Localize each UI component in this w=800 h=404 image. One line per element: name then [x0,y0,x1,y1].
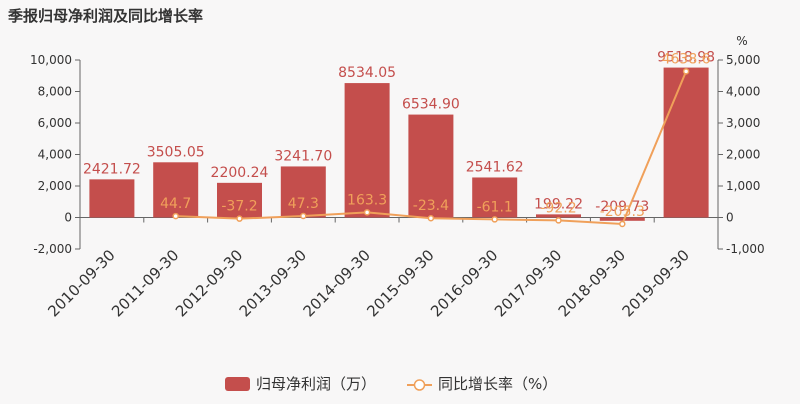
bar [280,166,326,218]
line-data-label: 47.3 [288,196,319,212]
x-axis-tick-label: 2015-09-30 [363,246,437,320]
right-axis-tick-label: 3,000 [726,116,760,130]
growth-point [300,212,307,220]
growth-point [682,68,690,75]
x-axis-tick-label: 2017-09-30 [491,246,565,320]
bar-data-label: 199.22 [534,196,583,212]
bar [408,114,454,218]
bar [472,177,518,218]
x-axis-tick-label: 2013-09-30 [236,246,310,320]
growth-point [363,209,371,216]
bar [153,162,199,218]
left-axis-tick-label: 4,000 [38,148,72,162]
bar-data-label: 9518.98 [657,50,715,66]
line-data-label: 44.7 [160,196,191,212]
right-axis-tick-label: 0 [726,211,734,225]
legend-line-marker [413,379,426,391]
bar [344,83,390,218]
right-axis-tick-label: 4,000 [726,85,760,99]
line-data-label: -92.2 [540,200,576,216]
right-axis-tick-label: 1,000 [726,179,760,193]
bar [599,217,645,221]
bar-data-label: 3505.05 [147,144,205,160]
left-axis-tick-label: 0 [64,211,72,225]
line-data-label: -23.4 [413,198,449,214]
x-axis-tick-label: 2018-09-30 [555,246,629,320]
bar-data-label: 8534.05 [338,65,396,81]
legend-line-label: 同比增长率（%） [438,375,557,393]
growth-point [427,214,435,222]
x-axis-tick-label: 2011-09-30 [108,246,182,320]
right-axis-unit: % [736,34,747,48]
bar [217,182,262,218]
bar-data-label: 3241.70 [274,148,332,164]
bar-data-label: 2200.24 [211,165,269,181]
bar [663,67,709,218]
bar-data-label: -209.73 [595,199,649,215]
line-data-label: 163.3 [347,192,387,208]
legend-bar-swatch [225,377,250,391]
line-data-label: -205.3 [600,204,645,220]
left-axis-tick-label: 2,000 [38,179,72,193]
left-axis-tick-label: 10,000 [30,53,72,67]
right-axis-tick-label: 5,000 [726,53,760,67]
bar-data-label: 6534.90 [402,97,460,113]
line-data-label: -37.2 [221,199,257,215]
growth-point [491,216,498,223]
growth-point [619,220,626,228]
growth-point [172,212,179,220]
x-axis-tick-label: 2019-09-30 [619,246,693,320]
bar-data-label: 2421.72 [83,161,141,177]
x-axis-tick-label: 2010-09-30 [44,246,118,320]
bar-data-label: 2541.62 [466,159,524,175]
left-axis-tick-label: 8,000 [38,85,72,99]
line-data-label: 4638.6 [662,51,711,67]
x-axis-tick-label: 2014-09-30 [300,246,374,320]
right-axis-tick-label: 2,000 [726,148,760,162]
growth-point [555,217,562,224]
left-axis-tick-label: 6,000 [38,116,72,130]
line-data-label: -61.1 [477,199,513,215]
bar [536,214,581,218]
x-axis-tick-label: 2016-09-30 [427,246,501,320]
chart-title: 季报归母净利润及同比增长率 [8,7,204,25]
left-axis-tick-label: -2,000 [33,242,72,256]
x-axis-tick-label: 2012-09-30 [172,246,246,320]
growth-point [236,215,243,222]
legend-bar-label: 归母净利润（万） [256,375,376,393]
bar [89,179,135,218]
right-axis-tick-label: -1,000 [726,242,765,256]
